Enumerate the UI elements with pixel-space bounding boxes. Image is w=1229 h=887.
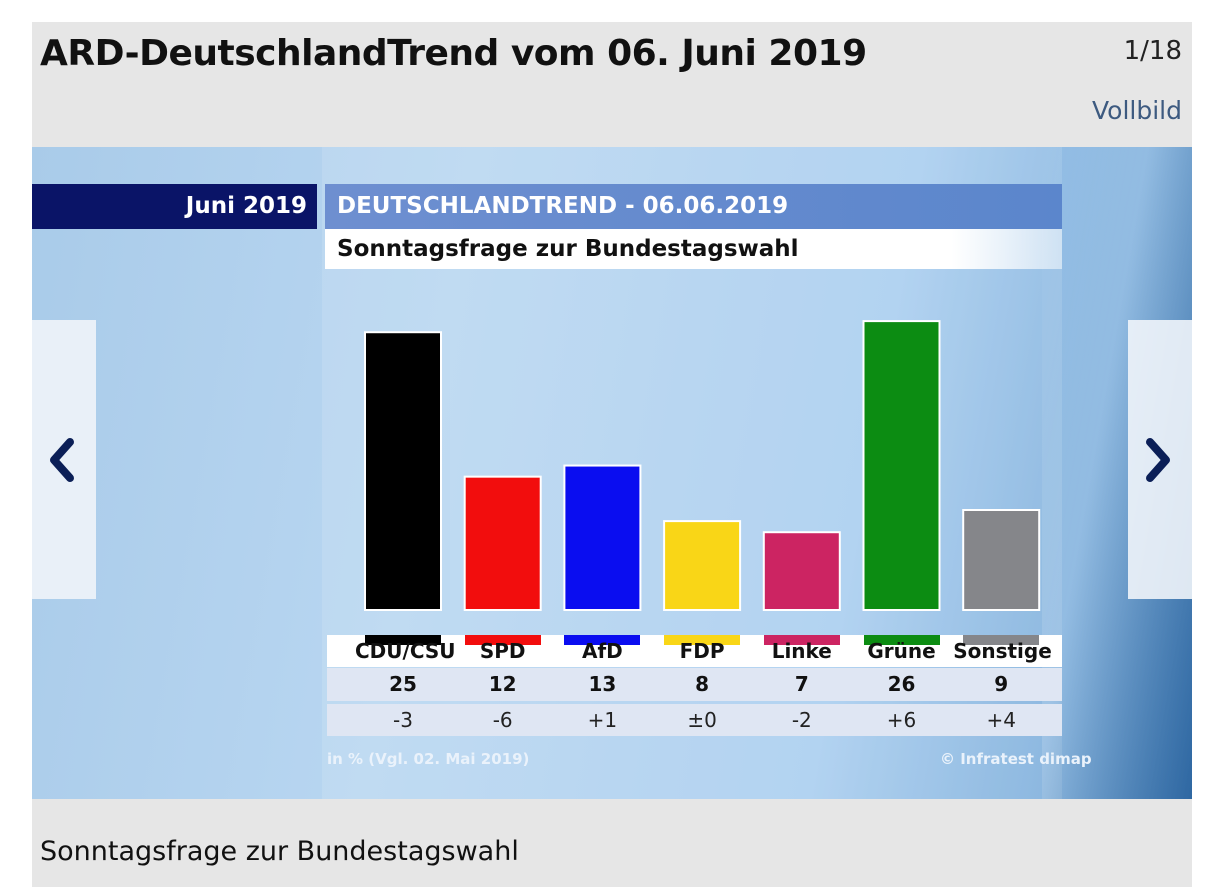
chevron-right-icon [1146,438,1170,482]
chart-source: © Infratest dimap [940,750,1092,768]
party-value-0: 25 [389,672,417,696]
party-label-6: Sonstige [953,639,1052,663]
next-slide-button[interactable] [1128,320,1192,599]
slide-counter: 1/18 [1123,36,1182,66]
party-label-1: SPD [479,639,526,663]
party-change-6: +4 [986,708,1016,732]
party-change-0: -3 [393,708,413,732]
legend-swatch-4 [763,635,840,645]
party-value-6: 9 [994,672,1009,696]
legend-swatch-3 [664,635,741,645]
bar-cducsu [364,331,442,611]
chart-footnote: in % (Vgl. 02. Mai 2019) [327,750,530,768]
bar-afd [563,464,642,611]
party-change-5: +6 [886,708,917,732]
party-change-1: -6 [492,708,513,732]
slide-date-label: Juni 2019 [32,184,317,229]
bar-chart [327,302,1087,612]
slide-subtitle: Sonntagsfrage zur Bundestagswahl [325,229,1062,269]
fullscreen-link[interactable]: Vollbild [1092,96,1182,125]
party-value-4: 7 [794,672,809,696]
party-change-2: +1 [587,708,618,732]
party-value-2: 13 [588,672,617,696]
party-labels-row: CDU/CSU SPD AfD FDP Linke Grüne Sonstige [327,635,1062,667]
slide-trend-label: DEUTSCHLANDTREND - 06.06.2019 [325,184,1062,229]
party-label-2: AfD [582,639,623,663]
party-label-3: FDP [679,639,725,663]
legend-swatch-5 [863,635,940,645]
party-value-1: 12 [488,672,517,696]
party-values-row: 25 12 13 8 7 26 9 [327,668,1062,701]
slide-image: Juni 2019 DEUTSCHLANDTREND - 06.06.2019 … [32,147,1192,799]
party-label-5: Grüne [867,639,936,663]
party-change-4: -2 [791,708,812,732]
bar-linke [762,531,841,612]
legend-swatch-1 [464,635,541,645]
party-change-3: ±0 [687,708,717,732]
page-title: ARD-DeutschlandTrend vom 06. Juni 2019 [40,33,867,74]
slide-caption: Sonntagsfrage zur Bundestagswahl [40,836,519,867]
previous-slide-button[interactable] [32,320,96,599]
legend-swatch-6 [963,635,1040,645]
bar-chart-svg [364,320,1041,612]
party-label-0: CDU/CSU [355,639,456,663]
party-value-3: 8 [695,672,710,696]
party-value-5: 26 [887,672,916,696]
bar-sonstige [962,509,1041,611]
legend-swatch-0 [365,635,441,645]
legend-swatch-2 [564,635,641,645]
party-changes-row: -3 -6 +1 ±0 -2 +6 +4 [327,704,1062,736]
bar-grüne [862,320,941,611]
bar-spd [463,475,542,611]
chevron-left-icon [50,438,74,482]
party-label-4: Linke [771,639,832,663]
bar-fdp [663,520,742,611]
